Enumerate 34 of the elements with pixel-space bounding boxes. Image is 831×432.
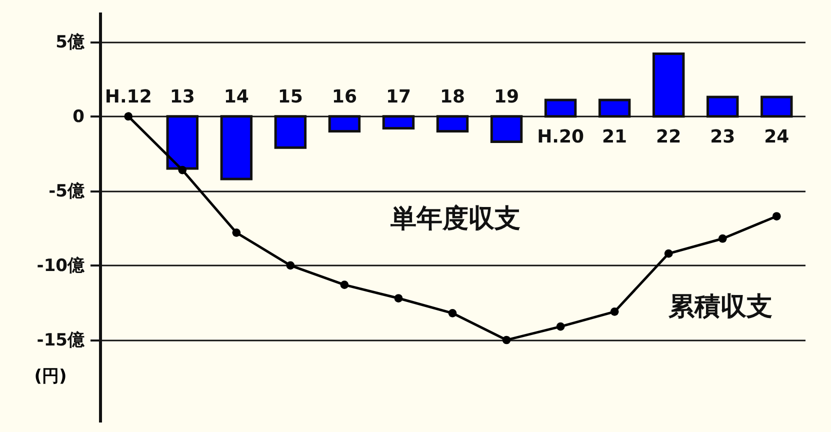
point: [610, 308, 619, 316]
x-tick-label: 15: [278, 86, 303, 108]
text: 単年度収支: [389, 204, 520, 234]
y-axis-title: (円): [34, 366, 67, 386]
y-tick-label: 5億: [56, 32, 86, 52]
x-tick-label: 23: [710, 126, 736, 148]
y-tick-label: -15億: [36, 330, 86, 350]
point: [178, 166, 187, 174]
x-tick-label: 22: [656, 126, 682, 148]
point: [286, 261, 295, 270]
x-tick-label: 16: [332, 86, 357, 108]
point: [232, 228, 241, 237]
point: [340, 280, 349, 290]
x-tick-label: 13: [170, 86, 195, 108]
x-tick-label: H.20: [537, 126, 584, 148]
x-tick-label: H.12: [104, 86, 152, 108]
point: [664, 249, 673, 258]
x-tick-label: 14: [224, 86, 249, 108]
point: [448, 308, 457, 318]
x-tick-label: 17: [386, 86, 412, 108]
x-tick-label: 21: [602, 126, 628, 148]
x-tick-label: 24: [764, 126, 790, 148]
point: [394, 294, 403, 302]
x-tick-label: 18: [440, 86, 466, 108]
point: [556, 322, 565, 331]
y-tick-label: 0: [72, 106, 85, 127]
y-tick-label: -10億: [36, 256, 86, 276]
series-label: 累積収支: [668, 292, 773, 322]
point: [718, 234, 727, 243]
point: [502, 336, 511, 344]
point: [124, 112, 133, 121]
x-tick-label: 19: [494, 86, 520, 108]
y-tick-label: -5億: [48, 181, 86, 202]
point: [772, 212, 781, 220]
